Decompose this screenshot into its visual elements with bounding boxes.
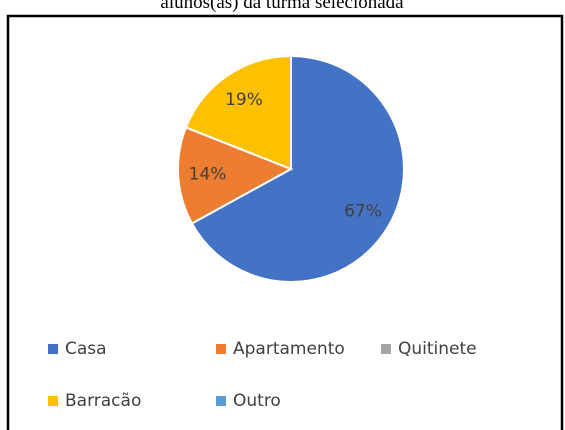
pie-slice	[190, 54, 405, 283]
legend-marker	[48, 344, 58, 354]
data-label: 67%	[344, 202, 382, 222]
pie-slice	[177, 126, 294, 225]
legend-marker	[216, 396, 226, 406]
legend-label: Quitinete	[398, 339, 477, 359]
chart-border	[6, 14, 564, 430]
data-label: 14%	[189, 164, 227, 184]
legend-marker	[381, 344, 391, 354]
legend-marker	[48, 396, 58, 406]
legend-label: Casa	[65, 339, 107, 359]
chart-title: alunos(as) da turma selecionada	[160, 0, 404, 13]
legend-marker	[216, 344, 226, 354]
legend-label: Barracão	[65, 391, 141, 411]
legend-label: Apartamento	[233, 339, 345, 359]
legend-label: Outro	[233, 391, 281, 411]
pie-slice	[184, 54, 292, 171]
data-label: 19%	[225, 90, 263, 110]
